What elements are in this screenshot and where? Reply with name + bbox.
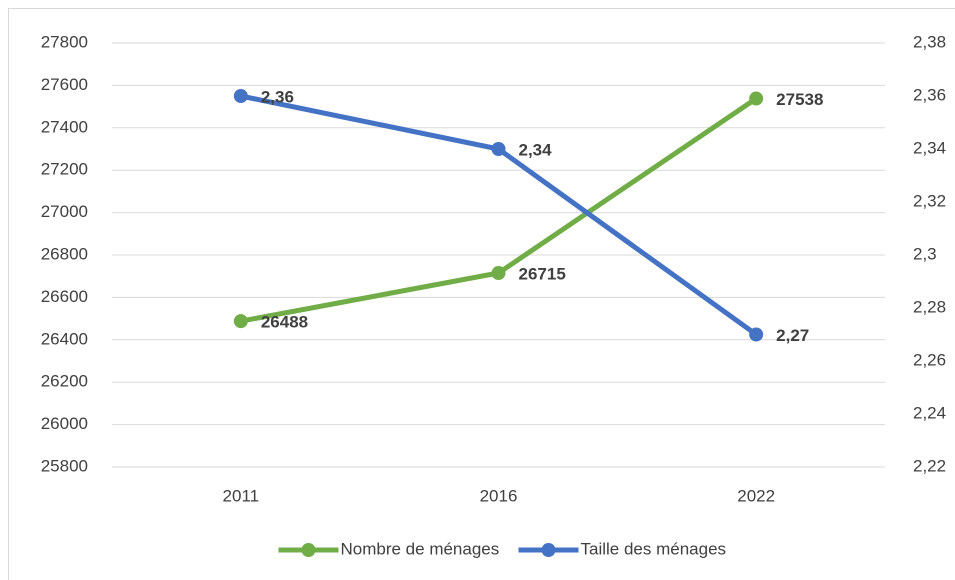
data-label: 27538 xyxy=(776,90,823,109)
y-tick-label: 26000 xyxy=(41,414,88,433)
y-tick-label: 27600 xyxy=(41,75,88,94)
y-tick-label: 26600 xyxy=(41,287,88,306)
y-tick-label: 26400 xyxy=(41,329,88,348)
y-tick-label: 27800 xyxy=(41,32,88,51)
chart-border xyxy=(8,8,955,580)
y2-tick-label: 2,22 xyxy=(913,456,946,475)
y2-tick-label: 2,38 xyxy=(913,32,946,51)
point-marker xyxy=(233,314,248,329)
data-label: 2,34 xyxy=(519,140,553,159)
y2-tick-label: 2,34 xyxy=(913,138,946,157)
y2-tick-label: 2,3 xyxy=(913,244,937,263)
y2-tick-label: 2,32 xyxy=(913,191,946,210)
x-tick-label: 2016 xyxy=(480,486,518,505)
series-line xyxy=(240,93,758,337)
y-tick-label: 26800 xyxy=(41,244,88,263)
y-tick-label: 25800 xyxy=(41,456,88,475)
point-marker xyxy=(233,89,248,103)
point-marker xyxy=(491,142,506,156)
y-tick-label: 27200 xyxy=(41,160,88,179)
y2-tick-label: 2,28 xyxy=(913,297,946,316)
data-label: 26488 xyxy=(261,313,308,332)
legend-label: Nombre de ménages xyxy=(341,539,500,558)
series-line xyxy=(240,96,758,324)
point-marker xyxy=(749,91,764,106)
legend-label: Taille des ménages xyxy=(581,539,727,558)
point-marker xyxy=(491,266,506,281)
legend-marker xyxy=(301,543,316,557)
data-label: 2,36 xyxy=(261,87,294,106)
data-label: 26715 xyxy=(519,265,566,284)
point-marker xyxy=(749,327,764,342)
y2-tick-label: 2,26 xyxy=(913,350,946,369)
y-tick-label: 27000 xyxy=(41,202,88,221)
y-tick-label: 26200 xyxy=(41,372,88,391)
data-label: 2,27 xyxy=(776,326,809,345)
legend-marker xyxy=(541,543,556,557)
y2-tick-label: 2,36 xyxy=(913,85,946,104)
x-tick-label: 2011 xyxy=(223,486,260,505)
y2-tick-label: 2,24 xyxy=(913,403,946,422)
x-tick-label: 2022 xyxy=(737,486,775,505)
y-tick-label: 27400 xyxy=(41,117,88,136)
